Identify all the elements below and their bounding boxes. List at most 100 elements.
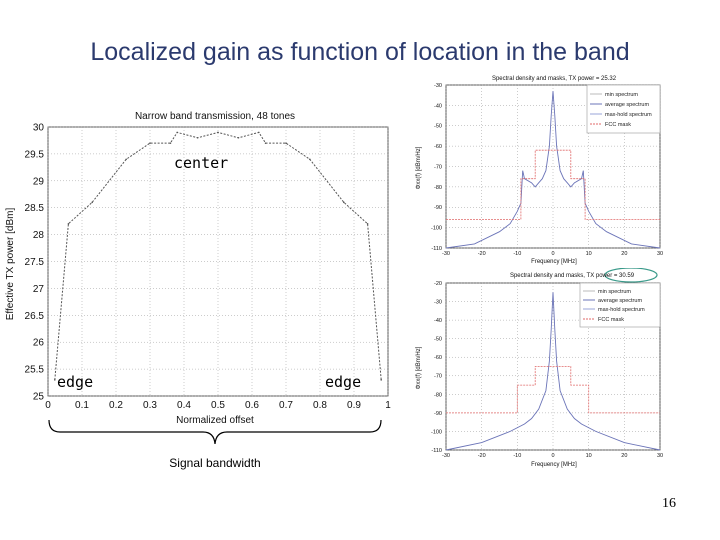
x-tick-label: 0.1 [75, 400, 89, 411]
spectral-bottom-title: Spectral density and masks, TX power = 3… [510, 273, 635, 279]
x-tick-label: 0.5 [211, 400, 225, 411]
average-spectrum-line [445, 292, 661, 451]
y-tick-label: 27.5 [25, 257, 45, 268]
y-tick-label: -70 [434, 374, 442, 380]
data-point [343, 201, 345, 204]
x-tick-label: 0 [45, 400, 51, 411]
x-tick-label: 10 [586, 453, 592, 459]
y-tick-label: 26 [33, 338, 45, 349]
slide-title: Localized gain as function of location i… [90, 38, 630, 66]
data-point [67, 223, 70, 225]
spectral-top-series [445, 91, 661, 249]
y-tick-label: -30 [434, 299, 442, 305]
data-point [258, 131, 260, 134]
x-tick-label: -30 [442, 251, 450, 257]
tx-power-highlight [604, 268, 658, 283]
y-tick-label: 25 [33, 392, 45, 403]
x-tick-label: -20 [478, 251, 486, 257]
y-tick-label: -110 [431, 448, 442, 454]
x-tick-label: 10 [586, 251, 592, 257]
y-tick-label: -60 [434, 144, 442, 150]
x-tick-label: -10 [513, 453, 521, 459]
y-tick-label: -40 [434, 103, 442, 109]
main-tick-labels: 0 0.1 0.2 0.3 0.4 0.5 0.6 0.7 0.8 0.9 1 25 25.5 26 26.… [25, 123, 392, 412]
y-tick-label: -60 [434, 355, 442, 361]
y-tick-label: 27 [33, 284, 45, 295]
main-chart-xlabel: Normalized offset [176, 415, 254, 426]
y-tick-label: -30 [434, 83, 442, 89]
data-point [217, 131, 219, 134]
legend-item: FCC mask [598, 317, 624, 323]
signal-bandwidth-label: Signal bandwidth [169, 456, 260, 470]
data-point [169, 142, 172, 144]
x-tick-label: 30 [657, 453, 663, 459]
y-tick-label: -80 [434, 185, 442, 191]
edge-label-right: edge [325, 373, 361, 391]
x-tick-label: 0.2 [109, 400, 123, 411]
legend-item: max-hold spectrum [598, 307, 645, 313]
legend-item: min spectrum [598, 289, 631, 295]
x-tick-label: 0 [551, 251, 554, 257]
y-tick-label: -100 [431, 429, 442, 435]
main-series [54, 131, 383, 381]
legend-item: average spectrum [605, 102, 649, 108]
y-tick-label: 29 [33, 176, 45, 187]
data-point [285, 142, 287, 144]
legend-item: min spectrum [605, 92, 638, 98]
spectral-bottom-legend: min spectrum average spectrum max-hold s… [579, 282, 661, 328]
spectral-chart-top: -30 -20 -10 0 10 20 30-30-40-50-60-70-80-90-10… [416, 76, 663, 265]
x-tick-label: 30 [657, 251, 663, 257]
x-tick-label: 0.4 [177, 400, 191, 411]
data-point [380, 379, 383, 381]
y-tick-label: -100 [431, 226, 442, 232]
x-tick-label: 0 [551, 453, 554, 459]
y-tick-label: -50 [434, 337, 442, 343]
spectral-top-legend: min spectrum average spectrum max-hold s… [586, 84, 661, 134]
data-point [264, 142, 267, 144]
y-tick-label: 28 [33, 230, 45, 241]
x-tick-label: 1 [385, 400, 391, 411]
data-point [54, 379, 56, 381]
spectral-top-title: Spectral density and masks, TX power = 2… [492, 76, 617, 82]
center-label: center [174, 154, 228, 172]
main-chart: 0 0.1 0.2 0.3 0.4 0.5 0.6 0.7 0.8 0.9 1 25 25.5 26 26.… [5, 111, 392, 470]
spectral-bottom-series [445, 292, 661, 451]
x-tick-label: 20 [621, 453, 627, 459]
y-tick-label: -40 [434, 318, 442, 324]
edge-label-left: edge [57, 373, 93, 391]
x-tick-label: 0.8 [313, 400, 327, 411]
data-point [149, 142, 151, 144]
spectral-bottom-ylabel: Φxx(f) [dBm/Hz] [416, 346, 422, 389]
FCC-mask-line [446, 366, 660, 414]
y-tick-label: -90 [434, 205, 442, 211]
x-tick-label: 0.7 [279, 400, 293, 411]
data-point [366, 223, 369, 225]
y-tick-label: 26.5 [25, 311, 45, 322]
data-point [125, 158, 127, 161]
legend-item: max-hold spectrum [605, 112, 652, 118]
spectral-bottom-xlabel: Frequency [MHz] [531, 462, 577, 468]
y-tick-label: -50 [434, 124, 442, 130]
x-tick-label: 0.6 [245, 400, 259, 411]
spectral-bottom-tick-labels: -30 -20 -10 0 10 20 30-20-30-40-50-60-70-80-90… [431, 281, 663, 459]
signal-bandwidth-brace [48, 419, 382, 445]
spectral-top-ylabel: Φxx(f) [dBm/Hz] [416, 146, 422, 189]
main-grid [47, 126, 389, 397]
x-tick-label: 0.3 [143, 400, 157, 411]
spectral-top-tick-labels: -30 -20 -10 0 10 20 30-30-40-50-60-70-80-90-10… [431, 83, 663, 257]
y-tick-label: -110 [431, 246, 442, 252]
y-tick-label: -20 [434, 281, 442, 287]
spectral-chart-bottom: -30 -20 -10 0 10 20 30-20-30-40-50-60-70-80-90… [416, 268, 663, 468]
spectral-top-grid [445, 84, 661, 249]
y-tick-label: -70 [434, 164, 442, 170]
y-tick-label: -80 [434, 392, 442, 398]
y-tick-label: 25.5 [25, 365, 45, 376]
main-chart-title: Narrow band transmission, 48 tones [135, 111, 295, 122]
main-chart-ylabel: Effective TX power [dBm] [5, 208, 16, 321]
x-tick-label: -30 [442, 453, 450, 459]
y-tick-label: 28.5 [25, 203, 45, 214]
y-tick-label: 30 [33, 123, 45, 134]
data-point [91, 201, 93, 204]
legend-item: FCC mask [605, 122, 631, 128]
x-tick-label: 0.9 [347, 400, 361, 411]
